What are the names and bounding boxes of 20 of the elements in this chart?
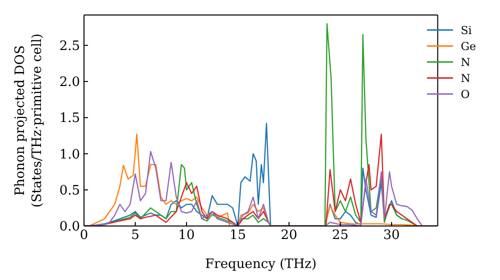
x-axis-title: Frequency (THz): [205, 257, 317, 272]
x-tick-label: 20: [280, 228, 298, 244]
legend-label: N: [460, 56, 470, 68]
y-axis-title: Phonon projected DOS (States/THz·primitive cell): [13, 33, 45, 208]
legend-label: O: [460, 88, 470, 100]
x-tick-label: 5: [131, 228, 140, 244]
y-tick-label: 1.0: [59, 147, 80, 162]
x-tick-label: 10: [178, 228, 195, 244]
x-tick-label: 30: [383, 228, 400, 244]
y-tick-label: 2.5: [59, 38, 80, 54]
x-tick-label: 25: [332, 228, 349, 244]
legend-label: Si: [460, 24, 472, 36]
legend-label: Ge: [460, 40, 476, 52]
y-tick-label: 0.0: [59, 220, 80, 235]
x-tick-label: 15: [230, 228, 246, 244]
y-tick-label: 2.0: [59, 75, 80, 90]
x-tick-label: 0: [80, 228, 88, 244]
legend-label: N: [460, 72, 470, 84]
y-tick-label: 0.5: [59, 183, 80, 198]
y-tick-label: 1.5: [59, 111, 80, 126]
